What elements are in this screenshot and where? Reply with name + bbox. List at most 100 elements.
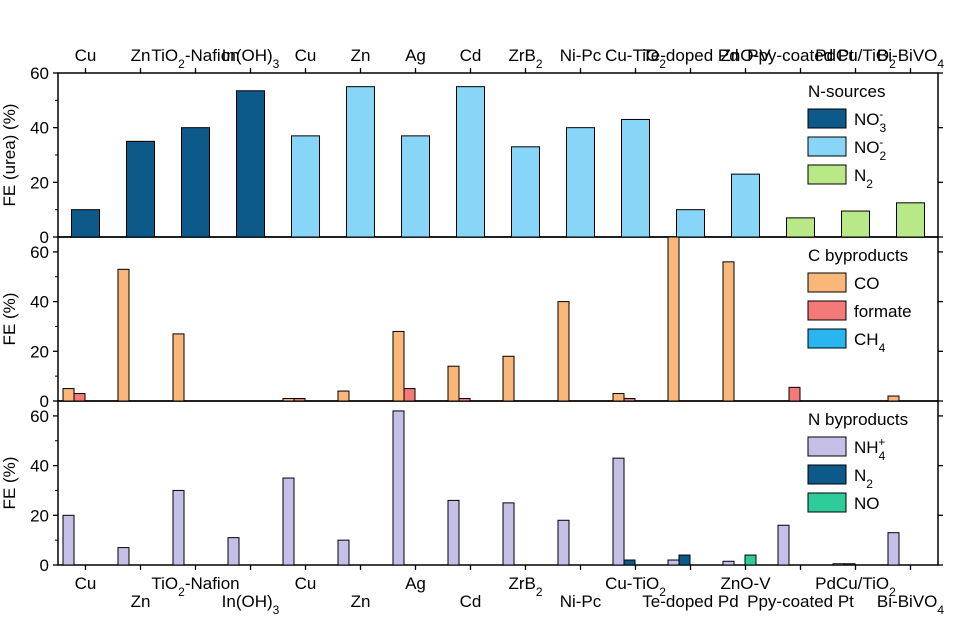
category-label-top-cu: Cu [75, 46, 97, 65]
category-label-bottom-zn: Zn [351, 592, 371, 611]
category-label-bottom-bi-bivo4: Bi-BiVO4 [877, 592, 944, 617]
bar-n-byproducts-nh4-ni-pc [557, 519, 570, 566]
legend-swatch-c-byproducts-formate [807, 300, 847, 321]
legend-label-c-byproducts-ch4: CH4 [854, 330, 886, 355]
category-label-top-in-oh-3: In(OH)3 [222, 46, 280, 71]
bar-c-byproducts-co-zrb2 [502, 355, 515, 402]
category-label-bottom-ppy-coated-pt: Ppy-coated Pt [747, 592, 854, 611]
legend-swatch-urea-n2 [807, 164, 847, 185]
bar-n-byproducts-nh4-zn [117, 547, 130, 566]
ytick-label-c-byproducts-20: 20 [30, 342, 49, 361]
bar-c-byproducts-formate-cd [458, 398, 471, 402]
category-label-bottom-ni-pc: Ni-Pc [560, 592, 602, 611]
legend-swatch-n-byproducts-nh4 [807, 436, 847, 457]
bar-c-byproducts-formate-cu [293, 398, 306, 402]
bar-n-byproducts-n2-cu-tio2 [623, 559, 636, 566]
panel-frame-c-byproducts [57, 236, 939, 402]
category-label-bottom-ag: Ag [405, 574, 426, 593]
legend-label-urea-no3: NO3- [854, 107, 887, 135]
category-label-bottom-zno-v: ZnO-V [720, 574, 771, 593]
category-label-bottom-cu: Cu [295, 574, 317, 593]
bar-n-byproducts-nh4-zrb2 [502, 502, 515, 566]
bar-c-byproducts-co-zn [337, 390, 350, 402]
bar-urea-no2-zn [346, 86, 375, 238]
ytick-label-urea-40: 40 [30, 119, 49, 138]
bar-c-byproducts-co-ag [392, 330, 405, 402]
ytick-label-c-byproducts-40: 40 [30, 293, 49, 312]
category-label-top-ag: Ag [405, 46, 426, 65]
bar-c-byproducts-co-cd [447, 365, 460, 402]
legend-label-urea-n2: N2 [854, 166, 873, 191]
ytick-label-urea-0: 0 [40, 228, 49, 247]
bar-n-byproducts-nh4-tio2-nafion [172, 489, 185, 566]
bar-urea-n2-bi-bivo4 [896, 202, 925, 238]
bar-n-byproducts-nh4-cu [62, 514, 75, 566]
bar-urea-no2-ag [401, 135, 430, 238]
bar-c-byproducts-co-tio2-nafion [172, 333, 185, 402]
bar-urea-n2-ppy-coated-pt [786, 217, 815, 238]
bar-n-byproducts-nh4-cu [282, 477, 295, 566]
bar-n-byproducts-nh4-in-oh-3 [227, 537, 240, 566]
category-label-top-zrb2: ZrB2 [508, 46, 542, 71]
legend-swatch-c-byproducts-ch4 [807, 328, 847, 349]
bar-urea-no2-cd [456, 86, 485, 238]
category-label-bottom-cu-tio2: Cu-TiO2 [605, 574, 666, 599]
bar-n-byproducts-nh4-ag [392, 410, 405, 566]
bar-c-byproducts-formate-cu [73, 393, 86, 402]
legend-label-urea-no2: NO2- [854, 135, 887, 163]
category-label-top-pdcu-tio2: PdCu/TiO2 [815, 46, 896, 71]
bar-urea-no2-te-doped-pd [676, 209, 705, 238]
legend-swatch-urea-no3 [807, 108, 847, 129]
bar-n-byproducts-nh4-pdcu-tio2 [832, 563, 845, 566]
bar-urea-no3-zn [126, 140, 155, 238]
category-label-bottom-in-oh-3: In(OH)3 [222, 592, 280, 617]
bar-urea-no2-ni-pc [566, 127, 595, 238]
bar-n-byproducts-nh4-cu-tio2 [612, 457, 625, 566]
bar-urea-no2-cu-tio2 [621, 118, 650, 238]
ytick-label-c-byproducts-0: 0 [40, 392, 49, 411]
bar-c-byproducts-co-te-doped-pd [667, 236, 680, 402]
bar-c-byproducts-co-cu [282, 398, 295, 402]
bar-n-byproducts-nh4-te-doped-pd [667, 559, 680, 566]
category-label-top-te-doped-pd: Te-doped Pd [642, 46, 738, 65]
bars [62, 86, 925, 566]
category-label-bottom-zrb2: ZrB2 [508, 574, 542, 599]
category-label-top-zn: Zn [131, 46, 151, 65]
legend-title-n-byproducts: N byproducts [808, 410, 908, 429]
category-label-top-ppy-coated-pt: Ppy-coated Pt [747, 46, 854, 65]
bar-c-byproducts-formate-ppy-coated-pt [788, 386, 801, 402]
bar-c-byproducts-co-ni-pc [557, 301, 570, 402]
legend-label-n-byproducts-nh4: NH4+ [854, 435, 886, 463]
bar-c-byproducts-co-cu [62, 388, 75, 402]
ytick-label-c-byproducts-60: 60 [30, 243, 49, 262]
category-label-bottom-te-doped-pd: Te-doped Pd [642, 592, 738, 611]
bar-c-byproducts-co-cu-tio2 [612, 393, 625, 402]
bar-c-byproducts-formate-cu-tio2 [623, 398, 636, 402]
bar-urea-no3-tio2-nafion [181, 127, 210, 238]
category-label-top-zno-v: ZnO-V [720, 46, 771, 65]
bar-c-byproducts-co-bi-bivo4 [887, 395, 900, 402]
bar-urea-no2-zrb2 [511, 146, 540, 238]
bar-urea-n2-pdcu-tio2 [841, 210, 870, 238]
legend-label-n-byproducts-no: NO [854, 494, 880, 513]
bar-n-byproducts-nh4-zno-v [722, 560, 735, 566]
ytick-label-n-byproducts-20: 20 [30, 506, 49, 525]
bar-c-byproducts-co-zn [117, 268, 130, 402]
legends: N-sources NO3-NO2- N2 C byproducts CO formate… [807, 82, 912, 513]
bar-urea-no2-cu [291, 135, 320, 238]
bar-urea-no3-in-oh-3 [236, 90, 265, 238]
plot-frames [57, 72, 939, 566]
legend-swatch-urea-no2 [807, 136, 847, 157]
bar-n-byproducts-nh4-zn [337, 539, 350, 566]
ylabel-n-byproducts: FE (%) [0, 457, 19, 510]
category-label-bottom-cu: Cu [75, 574, 97, 593]
bar-c-byproducts-co-zno-v [722, 261, 735, 402]
legend-swatch-n-byproducts-no [807, 492, 847, 513]
category-label-top-zn: Zn [351, 46, 371, 65]
ylabel-c-byproducts: FE (%) [0, 293, 19, 346]
axes: 0 20 40 60 FE (urea) (%) 0 20 40 60 FE (%) 0 20 40 60… [0, 64, 943, 575]
ytick-label-n-byproducts-60: 60 [30, 407, 49, 426]
category-label-top-bi-bivo4: Bi-BiVO4 [877, 46, 944, 71]
bar-urea-no3-cu [71, 209, 100, 238]
legend-label-c-byproducts-co: CO [854, 274, 880, 293]
